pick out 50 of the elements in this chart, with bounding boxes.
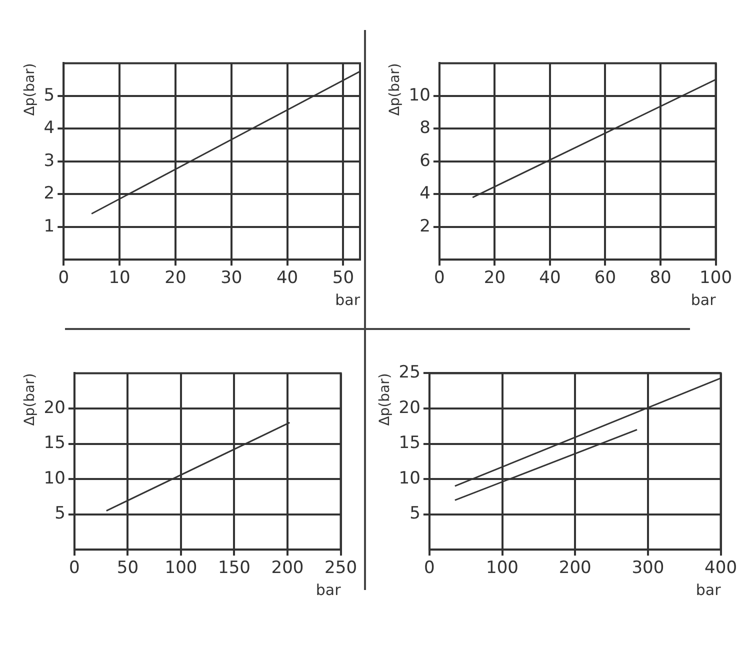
x-tick-label: 0 bbox=[434, 268, 445, 288]
x-tick-label: 20 bbox=[164, 268, 186, 288]
y-tick-label: 4 bbox=[420, 184, 430, 204]
y-tick-label: 2 bbox=[420, 216, 430, 236]
x-tick-label: 50 bbox=[116, 558, 139, 578]
x-tick-label: 0 bbox=[424, 558, 435, 578]
y-tick-label: 4 bbox=[44, 118, 55, 138]
x-tick-label: 250 bbox=[324, 558, 358, 578]
x-tick-label: 50 bbox=[332, 268, 354, 288]
x-axis-title: bar bbox=[690, 290, 717, 309]
y-tick-label: 6 bbox=[420, 150, 430, 171]
y-tick-label: 1 bbox=[44, 216, 55, 236]
y-axis-title: Δp(bar) bbox=[377, 373, 394, 426]
x-tick-label: 80 bbox=[650, 268, 672, 288]
y-tick-label: 8 bbox=[420, 118, 430, 138]
y-axis-title: Δp(bar) bbox=[22, 63, 38, 116]
y-tick-label: 20 bbox=[44, 398, 66, 418]
y-tick-label: 3 bbox=[44, 150, 55, 171]
y-tick-label: 15 bbox=[44, 433, 66, 454]
y-tick-label: 20 bbox=[398, 398, 420, 418]
y-tick-label: 5 bbox=[44, 85, 55, 106]
x-axis-title: bar bbox=[696, 580, 722, 599]
x-tick-label: 60 bbox=[594, 268, 616, 288]
x-tick-label: 100 bbox=[700, 268, 732, 288]
x-tick-label: 150 bbox=[218, 558, 250, 578]
x-tick-label: 30 bbox=[220, 268, 242, 288]
x-tick-label: 40 bbox=[539, 268, 561, 288]
y-tick-label: 25 bbox=[398, 362, 420, 383]
x-tick-label: 40 bbox=[276, 268, 298, 288]
x-tick-label: 200 bbox=[558, 558, 592, 578]
y-tick-label: 10 bbox=[44, 468, 66, 488]
y-axis-title: Δp(bar) bbox=[387, 63, 404, 116]
x-tick-label: 300 bbox=[632, 558, 664, 578]
x-tick-label: 0 bbox=[69, 558, 80, 578]
y-tick-label: 5 bbox=[54, 504, 66, 524]
x-tick-label: 20 bbox=[484, 268, 506, 288]
y-tick-label: 10 bbox=[408, 85, 430, 106]
x-tick-label: 10 bbox=[108, 268, 130, 288]
x-tick-label: 100 bbox=[164, 558, 198, 578]
x-axis-title: bar bbox=[316, 580, 342, 599]
y-tick-label: 5 bbox=[410, 504, 420, 524]
y-axis-title: Δp(bar) bbox=[22, 373, 38, 426]
y-tick-label: 10 bbox=[398, 468, 420, 488]
x-tick-label: 200 bbox=[271, 558, 304, 578]
x-tick-label: 100 bbox=[486, 558, 518, 578]
x-tick-label: 0 bbox=[58, 268, 70, 288]
y-tick-label: 15 bbox=[398, 433, 420, 454]
x-tick-label: 400 bbox=[704, 558, 738, 578]
x-axis-title: bar bbox=[335, 290, 361, 309]
y-tick-label: 2 bbox=[44, 184, 55, 204]
